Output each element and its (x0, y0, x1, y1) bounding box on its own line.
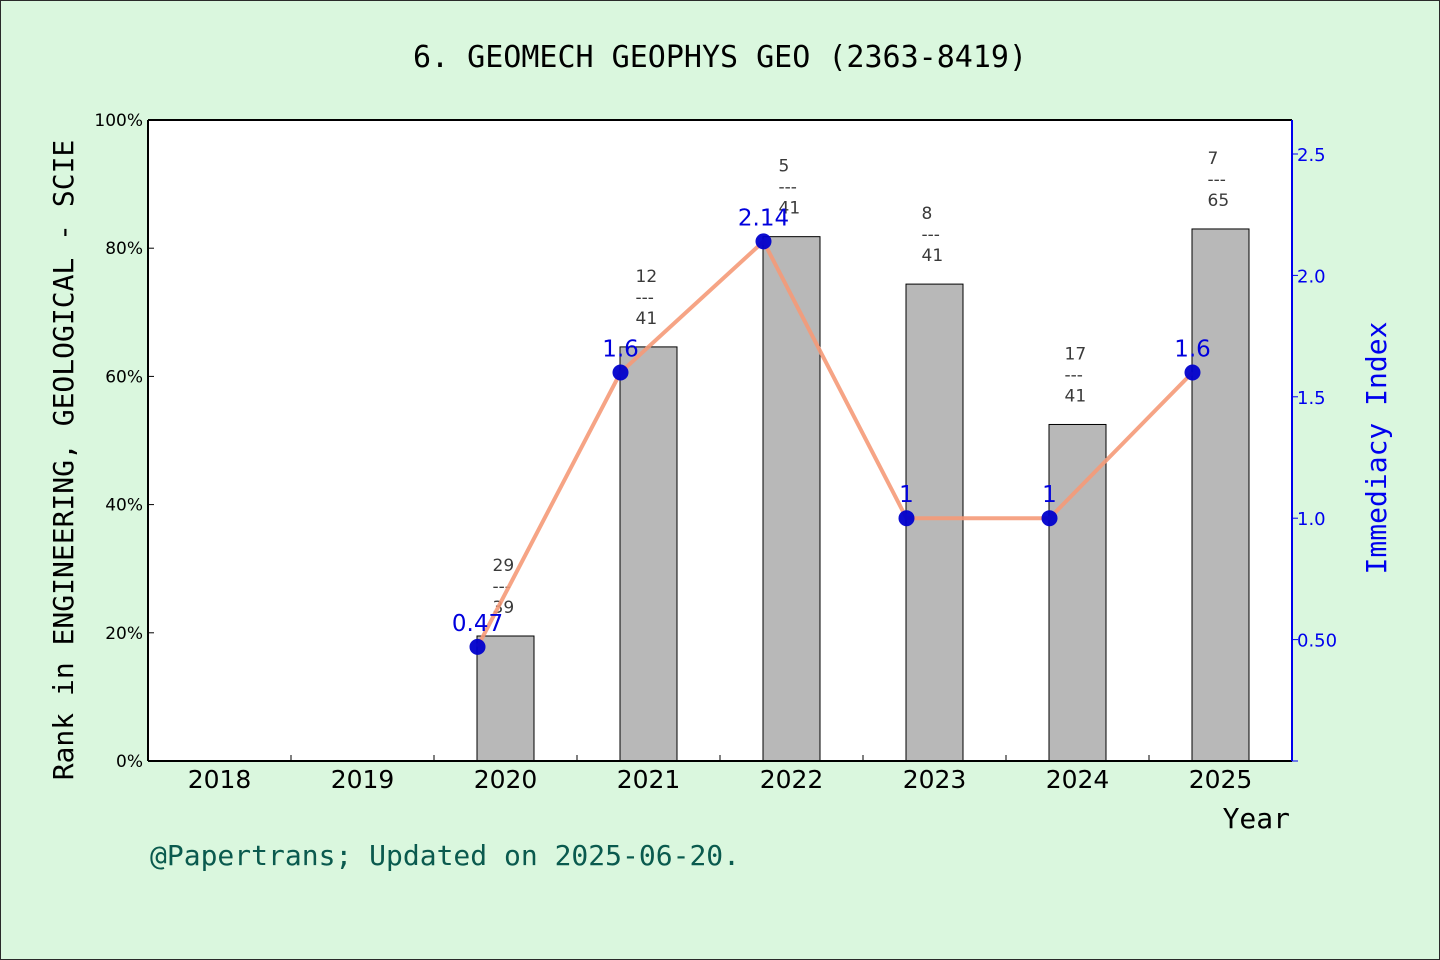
rank-label-total: 39 (493, 598, 515, 618)
bar-2024 (1048, 423, 1107, 762)
immediacy-value-label: 1 (899, 482, 914, 508)
bar-2020 (476, 635, 535, 762)
rank-label-separator: --- (636, 288, 654, 308)
bar-2022 (762, 236, 821, 762)
immediacy-value-label: 0.47 (452, 611, 503, 637)
y-tick-label: 100% (94, 111, 143, 131)
rank-label-value: 29 (493, 556, 515, 576)
y-axis-label: Rank in ENGINEERING, GEOLOGICAL - SCIE (47, 140, 80, 781)
immediacy-point-2021 (612, 364, 629, 381)
y2-tick-label: 0.50 (1297, 631, 1337, 652)
x-tick-label: 2025 (1189, 765, 1253, 794)
x-tick-label: 2021 (617, 765, 681, 794)
bar-series (148, 120, 1292, 762)
rank-label-value: 7 (1208, 149, 1219, 169)
rank-label-total: 41 (1065, 386, 1087, 406)
x-tick-label: 2024 (1046, 765, 1110, 794)
x-tick-label: 2023 (903, 765, 967, 794)
rank-label-value: 12 (636, 267, 658, 287)
immediacy-value-label: 1.6 (602, 337, 639, 363)
x-tick-label: 2022 (760, 765, 824, 794)
bar-2021 (619, 346, 678, 762)
y2-tick-label: 1.5 (1297, 388, 1326, 409)
rank-label-value: 8 (922, 204, 933, 224)
immediacy-line-series: 0.47 1.6 2.14 1 1 1.6 (452, 205, 1211, 655)
x-tick-label: 2019 (331, 765, 395, 794)
footer-credit: @Papertrans; Updated on 2025-06-20. (150, 839, 740, 872)
rank-label-total: 65 (1208, 191, 1230, 211)
rank-label-separator: --- (779, 178, 797, 198)
rank-label-separator: --- (1208, 170, 1226, 190)
rank-label-separator: --- (922, 225, 940, 245)
immediacy-point-2025 (1184, 364, 1201, 381)
bar-2023 (905, 283, 964, 762)
y2-tick-label: 2.5 (1297, 145, 1326, 166)
rank-label-total: 41 (922, 246, 944, 266)
bar-2025 (1191, 228, 1250, 762)
immediacy-point-2022 (755, 233, 772, 250)
y-tick-label: 80% (105, 239, 143, 259)
rank-label-total: 41 (636, 309, 658, 329)
immediacy-point-2020 (469, 638, 486, 655)
immediacy-point-2023 (898, 510, 915, 527)
chart-title: 6. GEOMECH GEOPHYS GEO (2363-8419) (413, 40, 1027, 75)
immediacy-value-label: 1 (1042, 482, 1057, 508)
x-axis-label: Year (1223, 802, 1290, 835)
rank-label-separator: --- (1065, 365, 1083, 385)
y-tick-label: 20% (105, 624, 143, 644)
y-tick-label: 0% (116, 752, 143, 772)
y2-axis-label: Immediacy Index (1360, 322, 1393, 575)
plot-area (148, 120, 1292, 761)
y2-tick-label: 2.0 (1297, 266, 1326, 287)
axes: 0% 20% 40% 60% 80% 100% 0.50 1.0 1.5 2.0 2.5 2018 20… (94, 111, 1337, 794)
rank-label-value: 17 (1065, 344, 1087, 364)
x-tick-label: 2018 (188, 765, 252, 794)
y-tick-label: 60% (105, 367, 143, 387)
immediacy-line (475, 239, 1194, 648)
rank-label-value: 5 (779, 157, 790, 177)
immediacy-value-label: 2.14 (738, 205, 789, 231)
rank-label-total: 41 (779, 199, 801, 219)
immediacy-point-2024 (1041, 510, 1058, 527)
y-tick-label: 40% (105, 496, 143, 516)
x-tick-label: 2020 (474, 765, 538, 794)
y2-tick-label: 1.0 (1297, 509, 1326, 530)
immediacy-value-label: 1.6 (1174, 337, 1211, 363)
